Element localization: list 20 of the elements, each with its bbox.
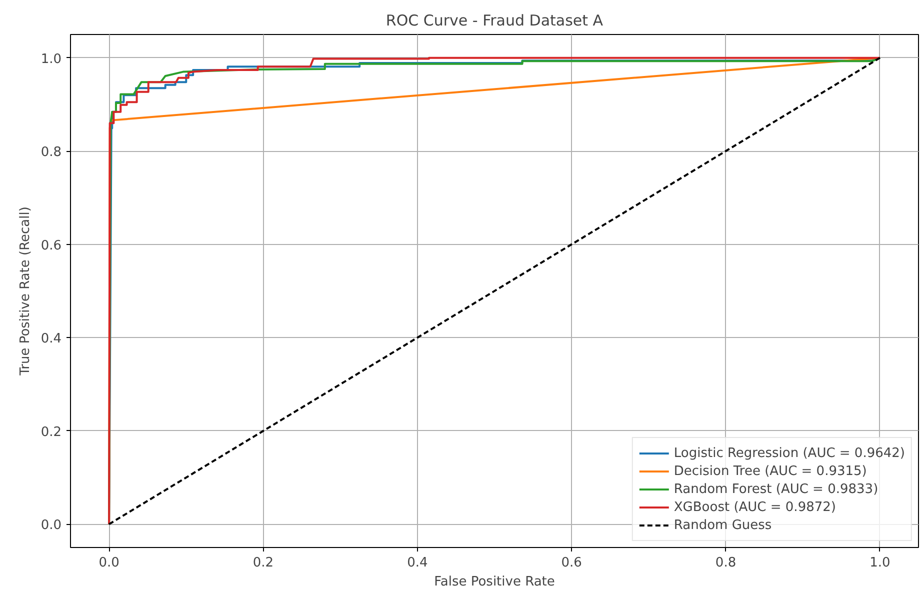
x-tick-label: 0.0 xyxy=(98,556,120,570)
x-tick-label: 0.8 xyxy=(715,556,736,570)
legend-label: Random Forest (AUC = 0.9833) xyxy=(674,480,878,498)
y-tick-label: 0.8 xyxy=(40,145,62,160)
legend-label: Random Guess xyxy=(674,516,772,534)
legend-label: Logistic Regression (AUC = 0.9642) xyxy=(674,444,905,462)
x-tick-label: 1.0 xyxy=(870,556,890,570)
x-tick-label: 0.4 xyxy=(407,556,428,570)
x-axis-title: False Positive Rate xyxy=(434,574,555,590)
legend-label: XGBoost (AUC = 0.9872) xyxy=(674,498,836,516)
y-tick-label: 0.6 xyxy=(40,238,62,254)
y-tick-label: 0.4 xyxy=(40,332,62,347)
y-axis-title: True Positive Rate (Recall) xyxy=(18,206,33,376)
legend-label: Decision Tree (AUC = 0.9315) xyxy=(674,462,867,480)
chart-title: ROC Curve - Fraud Dataset A xyxy=(386,12,604,30)
y-tick-label: 1.0 xyxy=(40,52,62,67)
y-tick-label: 0.0 xyxy=(40,518,62,534)
y-tick-label: 0.2 xyxy=(40,424,62,440)
x-tick-label: 0.2 xyxy=(252,556,274,570)
x-tick-label: 0.6 xyxy=(561,556,582,570)
